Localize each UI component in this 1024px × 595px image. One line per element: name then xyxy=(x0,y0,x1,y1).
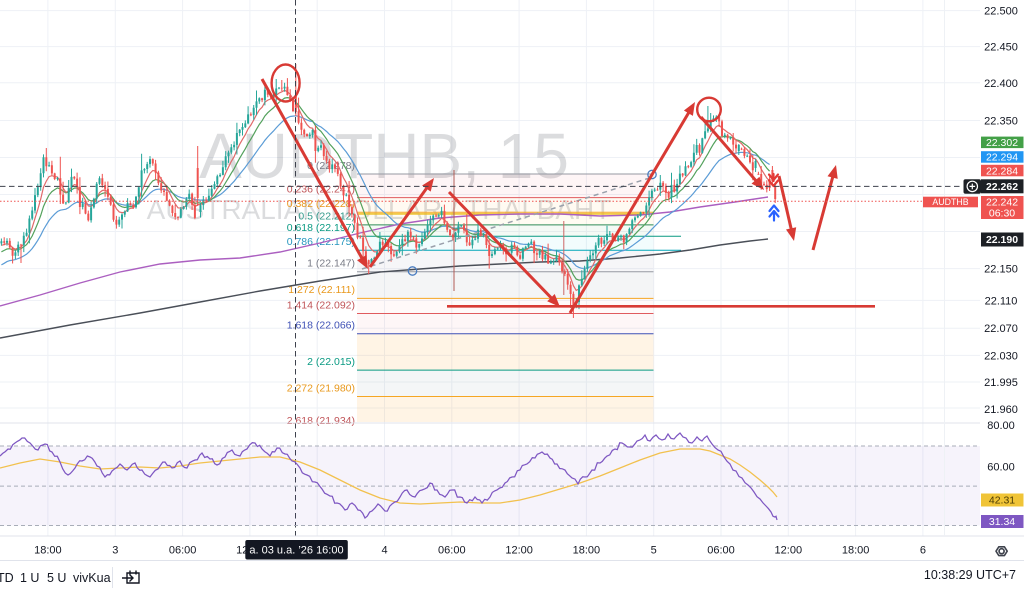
svg-text:1 (22.147): 1 (22.147) xyxy=(307,258,355,270)
svg-text:22.110: 22.110 xyxy=(985,295,1018,307)
svg-text:AUDTHB: AUDTHB xyxy=(932,197,968,207)
svg-text:60.00: 60.00 xyxy=(987,462,1015,474)
svg-text:21.960: 21.960 xyxy=(984,404,1018,416)
svg-text:22.284: 22.284 xyxy=(986,165,1018,177)
svg-text:18:00: 18:00 xyxy=(34,545,62,557)
svg-text:0.618 (22.197): 0.618 (22.197) xyxy=(287,222,355,234)
svg-text:10:38:29 UTC+7: 10:38:29 UTC+7 xyxy=(924,568,1016,582)
svg-text:12:00: 12:00 xyxy=(505,545,533,557)
svg-text:3: 3 xyxy=(112,545,118,557)
svg-text:0.786 (22.175): 0.786 (22.175) xyxy=(287,236,355,248)
svg-text:21.995: 21.995 xyxy=(984,377,1018,389)
svg-text:42.31: 42.31 xyxy=(989,495,1015,507)
svg-text:AUDTHB, 15: AUDTHB, 15 xyxy=(199,120,569,192)
svg-text:22.242: 22.242 xyxy=(986,197,1018,209)
svg-text:5: 5 xyxy=(651,545,657,557)
svg-text:2.618 (21.934): 2.618 (21.934) xyxy=(287,415,355,427)
svg-text:4: 4 xyxy=(381,545,387,557)
svg-text:1.618 (22.066): 1.618 (22.066) xyxy=(287,320,355,332)
svg-text:06:00: 06:00 xyxy=(438,545,466,557)
svg-text:22.400: 22.400 xyxy=(984,78,1018,90)
svg-text:80.00: 80.00 xyxy=(987,420,1015,432)
svg-text:18:00: 18:00 xyxy=(842,545,870,557)
svg-text:06:30: 06:30 xyxy=(989,207,1015,219)
svg-text:2.272 (21.980): 2.272 (21.980) xyxy=(287,382,355,394)
svg-text:31.34: 31.34 xyxy=(989,516,1015,528)
svg-text:TD: TD xyxy=(0,571,14,585)
svg-text:1 U: 1 U xyxy=(20,571,39,585)
svg-text:22.500: 22.500 xyxy=(984,6,1018,18)
svg-text:22.350: 22.350 xyxy=(984,116,1018,128)
svg-text:0.382 (22.228): 0.382 (22.228) xyxy=(287,198,355,210)
svg-text:22.190: 22.190 xyxy=(986,234,1018,246)
svg-text:1.272 (22.111): 1.272 (22.111) xyxy=(288,284,355,296)
svg-text:22.262: 22.262 xyxy=(986,181,1018,193)
svg-text:0.5 (22.212): 0.5 (22.212) xyxy=(298,211,355,223)
svg-text:a. 03 u.a. ’26 16:00: a. 03 u.a. ’26 16:00 xyxy=(249,545,343,557)
svg-text:22.030: 22.030 xyxy=(984,350,1018,362)
svg-text:6: 6 xyxy=(920,545,926,557)
svg-text:06:00: 06:00 xyxy=(169,545,197,557)
svg-text:2 (22.015): 2 (22.015) xyxy=(307,356,355,368)
svg-text:12:00: 12:00 xyxy=(775,545,803,557)
svg-text:22.294: 22.294 xyxy=(986,152,1018,164)
svg-text:18:00: 18:00 xyxy=(573,545,601,557)
svg-text:AUSTRALIAN DOLLAR / THAI BAHT: AUSTRALIAN DOLLAR / THAI BAHT xyxy=(147,194,612,225)
svg-text:5 U: 5 U xyxy=(47,571,66,585)
svg-text:vivKua: vivKua xyxy=(73,571,111,585)
svg-text:06:00: 06:00 xyxy=(707,545,735,557)
svg-text:1.414 (22.092): 1.414 (22.092) xyxy=(287,299,355,311)
svg-text:22.302: 22.302 xyxy=(986,137,1018,149)
svg-text:22.150: 22.150 xyxy=(984,264,1018,276)
svg-text:22.070: 22.070 xyxy=(984,323,1018,335)
svg-text:22.450: 22.450 xyxy=(984,42,1018,54)
